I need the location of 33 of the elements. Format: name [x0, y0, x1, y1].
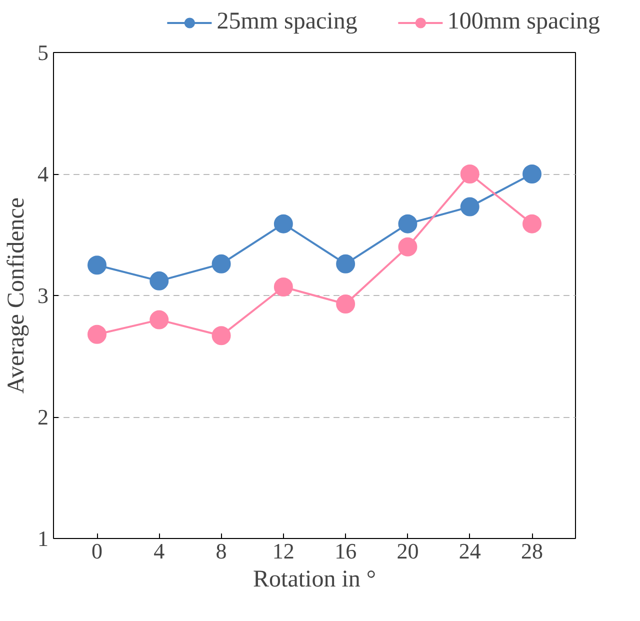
x-tick-label: 28: [521, 538, 543, 564]
point: [212, 326, 231, 346]
point: [150, 271, 169, 290]
y-axis-title: Average Confidence: [4, 197, 30, 394]
y-tick-label: 5: [38, 40, 48, 65]
point: [460, 164, 480, 184]
point: [274, 278, 293, 296]
point: [460, 197, 480, 216]
x-tick-label: 12: [272, 538, 294, 564]
point: [398, 214, 418, 234]
y-tick-label: 2: [38, 404, 48, 430]
y-tick-label: 4: [38, 162, 48, 186]
point: [212, 254, 231, 274]
legend-label: 25mm spacing: [216, 8, 358, 36]
x-tick-label: 4: [154, 538, 165, 564]
point: [336, 254, 356, 274]
x-tick-label: 8: [216, 538, 227, 564]
x-tick-label: 16: [334, 538, 357, 564]
point: [522, 164, 542, 184]
point: [398, 237, 418, 256]
point: [522, 214, 542, 234]
x-tick-label: 20: [396, 538, 419, 564]
y-tick-label: 3: [38, 283, 48, 308]
x-tick-label: 24: [458, 538, 481, 564]
point: [274, 214, 293, 234]
point: [88, 324, 106, 344]
x-axis-title: Rotation in °: [253, 566, 376, 592]
y-tick-label: 1: [38, 526, 48, 551]
x-tick-label: 0: [92, 538, 102, 564]
legend-label: 100mm spacing: [447, 8, 600, 36]
point: [336, 294, 356, 314]
point: [150, 310, 169, 330]
point: [88, 256, 106, 275]
